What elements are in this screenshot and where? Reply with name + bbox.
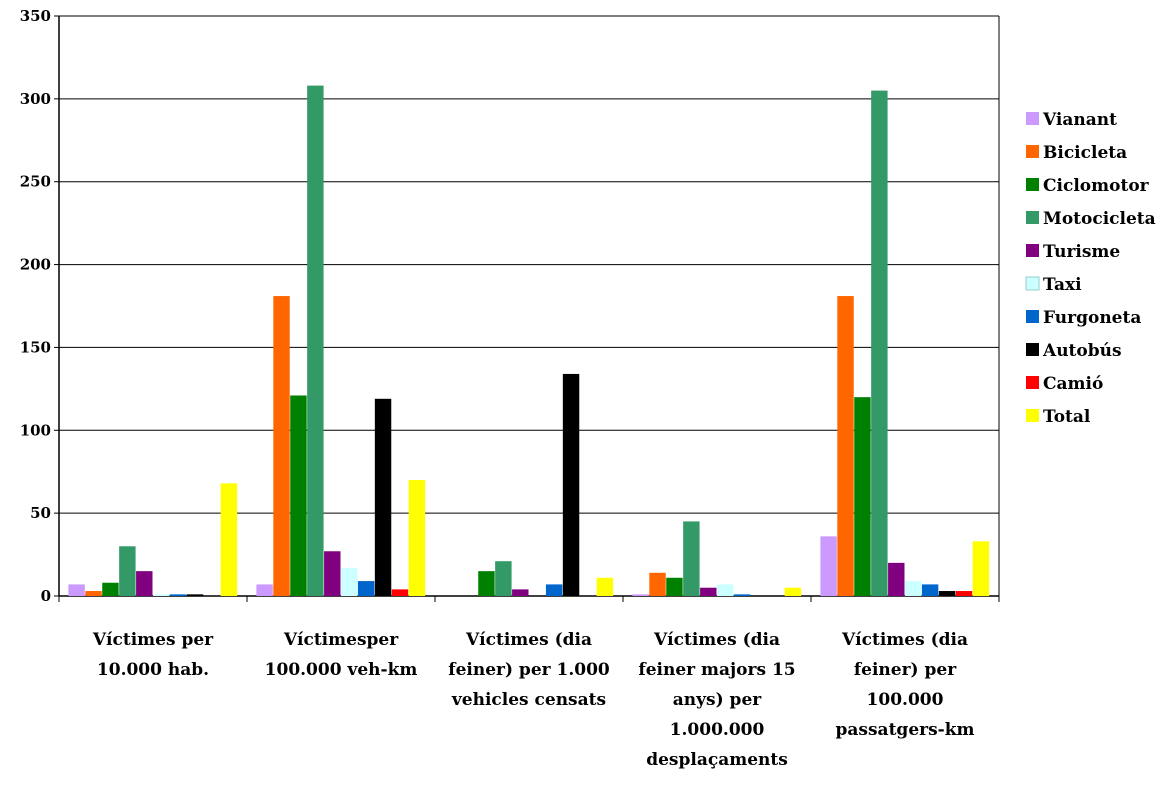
legend-label-autobús: Autobús bbox=[1042, 341, 1122, 361]
legend-swatch-vianant bbox=[1026, 112, 1039, 125]
bar-turisme bbox=[888, 562, 905, 596]
bar-turisme bbox=[512, 589, 529, 596]
x-category-label: Víctimesper 100.000 veh-km bbox=[265, 630, 418, 680]
bar-furgoneta bbox=[169, 594, 187, 596]
bar-turisme bbox=[136, 571, 153, 596]
bar-vianant bbox=[632, 594, 649, 596]
legend-label-furgoneta: Furgoneta bbox=[1043, 308, 1141, 328]
bar-ciclomotor bbox=[666, 577, 683, 596]
bar-ciclomotor bbox=[290, 395, 307, 596]
bar-taxi bbox=[717, 584, 734, 596]
legend-label-turisme: Turisme bbox=[1043, 242, 1120, 262]
bar-total bbox=[596, 577, 614, 596]
bar-taxi bbox=[153, 594, 170, 596]
legend-swatch-autobús bbox=[1026, 343, 1039, 356]
bar-taxi bbox=[341, 567, 358, 596]
bar-ciclomotor bbox=[854, 397, 871, 596]
bar-total bbox=[408, 480, 426, 596]
bar-total bbox=[784, 587, 802, 596]
bars bbox=[68, 85, 990, 597]
y-tick-label: 100 bbox=[20, 421, 51, 439]
bar-vianant bbox=[820, 536, 837, 596]
legend-swatch-camió bbox=[1026, 376, 1039, 389]
y-tick-label: 50 bbox=[30, 504, 51, 522]
bar-furgoneta bbox=[921, 584, 939, 596]
bar-bicicleta bbox=[837, 296, 854, 596]
axis-labels: 0 50 100 150 200 250 300 350 Víctimes per 10.000 … bbox=[20, 7, 975, 770]
legend-label-total: Total bbox=[1043, 407, 1091, 427]
bar-furgoneta bbox=[357, 581, 375, 596]
bar-turisme bbox=[324, 551, 341, 596]
bar-motocicleta bbox=[871, 90, 888, 597]
bar-autobús bbox=[562, 373, 580, 596]
y-tick-label: 150 bbox=[20, 338, 51, 356]
x-category-label: Víctimes per 10.000 hab. bbox=[92, 630, 214, 680]
bar-turisme bbox=[700, 587, 717, 596]
bar-total bbox=[220, 483, 238, 596]
x-category-label: Víctimes (dia feiner) per 1.000 vehicles c… bbox=[448, 630, 610, 710]
legend-label-vianant: Vianant bbox=[1042, 110, 1117, 130]
bar-bicicleta bbox=[273, 296, 290, 596]
bar-furgoneta bbox=[545, 584, 563, 596]
bar-autobús bbox=[186, 594, 204, 596]
y-tick-label: 300 bbox=[20, 90, 51, 108]
bar-autobús bbox=[938, 591, 956, 596]
legend-swatch-motocicleta bbox=[1026, 211, 1039, 224]
x-category-label: Víctimes (dia feiner majors 15 anys) per 1.… bbox=[638, 630, 795, 770]
bar-total bbox=[972, 541, 990, 596]
bar-ciclomotor bbox=[478, 571, 495, 596]
bar-motocicleta bbox=[119, 546, 136, 596]
y-tick-label: 0 bbox=[41, 587, 51, 605]
bar-motocicleta bbox=[307, 85, 324, 596]
bar-furgoneta bbox=[733, 594, 751, 596]
y-tick-label: 350 bbox=[20, 7, 51, 25]
bar-taxi bbox=[905, 581, 922, 596]
gridlines bbox=[59, 15, 999, 514]
legend-label-bicicleta: Bicicleta bbox=[1043, 143, 1127, 163]
legend-label-camió: Camió bbox=[1043, 374, 1103, 394]
x-category-label: Víctimes (dia feiner) per 100.000 passatger… bbox=[836, 630, 975, 740]
legend-swatch-bicicleta bbox=[1026, 145, 1039, 158]
legend-swatch-ciclomotor bbox=[1026, 178, 1039, 191]
bar-vianant bbox=[256, 584, 273, 596]
legend-swatch-taxi bbox=[1025, 276, 1040, 291]
legend-swatch-turisme bbox=[1026, 244, 1039, 257]
legend-label-ciclomotor: Ciclomotor bbox=[1043, 176, 1150, 196]
bar-bicicleta bbox=[649, 572, 666, 596]
legend-swatch-furgoneta bbox=[1026, 310, 1039, 323]
bar-vianant bbox=[68, 584, 85, 596]
y-tick-label: 250 bbox=[20, 173, 51, 191]
legend-label-motocicleta: Motocicleta bbox=[1043, 209, 1156, 229]
y-tick-label: 200 bbox=[20, 256, 51, 274]
legend-swatch-total bbox=[1026, 409, 1039, 422]
bar-ciclomotor bbox=[102, 582, 119, 596]
bar-bicicleta bbox=[85, 591, 102, 596]
legend: Vianant Bicicleta Ciclomotor Motocicleta Tur… bbox=[1025, 110, 1156, 427]
bar-autobús bbox=[374, 398, 392, 596]
bar-motocicleta bbox=[495, 561, 512, 596]
bar-motocicleta bbox=[683, 521, 700, 596]
legend-label-taxi: Taxi bbox=[1043, 275, 1082, 295]
bar-camió bbox=[955, 591, 973, 596]
bar-camió bbox=[391, 589, 409, 596]
